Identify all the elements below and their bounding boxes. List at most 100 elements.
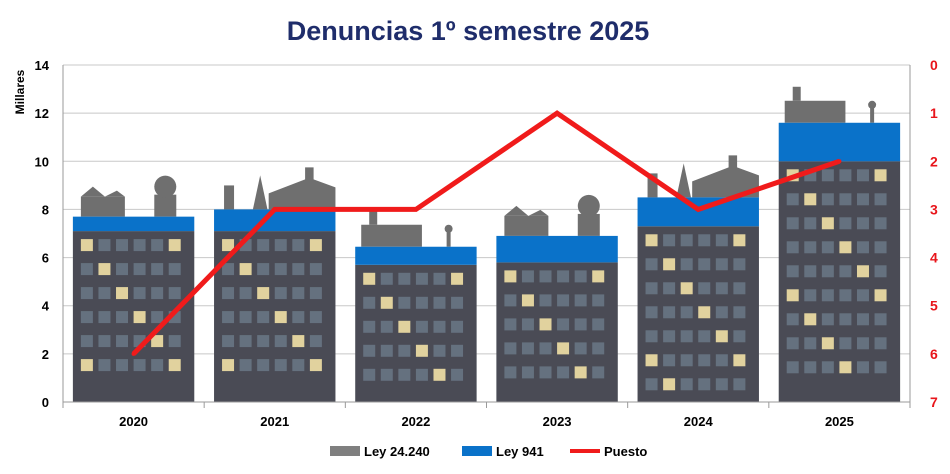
x-tick-label: 2023 xyxy=(543,414,572,429)
window xyxy=(451,320,464,333)
window xyxy=(663,330,676,343)
y-axis-label: Millares xyxy=(13,69,27,114)
window xyxy=(839,265,852,278)
vent-cap xyxy=(868,100,877,109)
bar-group-2024 xyxy=(637,155,759,402)
window xyxy=(151,263,164,276)
factory-block xyxy=(504,215,549,236)
bar-ley-24240 xyxy=(496,262,618,402)
window xyxy=(645,354,658,367)
window xyxy=(239,335,252,348)
window xyxy=(539,318,552,331)
window xyxy=(309,263,322,276)
window xyxy=(292,335,305,348)
window xyxy=(821,313,834,326)
bar-ley-24240 xyxy=(355,264,477,402)
window xyxy=(557,294,570,307)
window xyxy=(874,313,887,326)
legend-item: Ley 24.240 xyxy=(330,444,430,459)
window xyxy=(680,282,693,295)
window xyxy=(856,169,869,182)
window xyxy=(309,311,322,324)
bar-ley-941 xyxy=(496,235,618,263)
window xyxy=(680,354,693,367)
window xyxy=(222,287,235,300)
window xyxy=(415,344,428,357)
window xyxy=(663,378,676,391)
legend-label: Puesto xyxy=(604,444,647,459)
window xyxy=(804,313,817,326)
window xyxy=(398,344,411,357)
window xyxy=(645,234,658,247)
chimney xyxy=(224,185,235,210)
window xyxy=(645,378,658,391)
window xyxy=(680,330,693,343)
vent-cap xyxy=(444,224,453,233)
window xyxy=(133,263,146,276)
window xyxy=(663,258,676,271)
y-tick-label: 2 xyxy=(42,347,49,362)
window xyxy=(592,294,605,307)
window xyxy=(98,311,111,324)
window xyxy=(222,239,235,252)
vent-pole xyxy=(446,230,451,247)
puesto-point xyxy=(131,351,136,356)
window xyxy=(839,169,852,182)
window xyxy=(504,342,517,355)
window xyxy=(874,217,887,230)
window xyxy=(451,296,464,309)
window xyxy=(274,239,287,252)
puesto-point xyxy=(837,159,842,164)
window xyxy=(504,318,517,331)
window xyxy=(451,368,464,381)
window xyxy=(98,263,111,276)
window xyxy=(521,366,534,379)
y2-tick-label: 7 xyxy=(930,394,938,410)
y-tick-label: 14 xyxy=(35,58,50,73)
window-grid xyxy=(80,239,181,372)
window-grid xyxy=(504,270,605,379)
y2-tick-label: 6 xyxy=(930,346,938,362)
window xyxy=(433,272,446,285)
window xyxy=(380,272,393,285)
window xyxy=(821,337,834,350)
window xyxy=(804,337,817,350)
legend-item: Puesto xyxy=(570,444,647,459)
window xyxy=(380,320,393,333)
window xyxy=(663,234,676,247)
factory-block xyxy=(80,196,125,217)
window xyxy=(168,263,181,276)
window xyxy=(133,287,146,300)
window xyxy=(451,272,464,285)
window xyxy=(98,287,111,300)
window xyxy=(839,337,852,350)
window xyxy=(821,169,834,182)
window xyxy=(663,354,676,367)
window xyxy=(292,263,305,276)
window xyxy=(698,282,711,295)
window xyxy=(592,366,605,379)
window xyxy=(257,335,270,348)
window xyxy=(116,263,129,276)
window xyxy=(168,239,181,252)
y2-tick-label: 0 xyxy=(930,57,938,73)
window xyxy=(433,368,446,381)
legend-label: Ley 24.240 xyxy=(364,444,430,459)
legend-swatch xyxy=(330,446,360,456)
window xyxy=(98,359,111,372)
chimney xyxy=(792,86,801,101)
window xyxy=(821,265,834,278)
window xyxy=(168,287,181,300)
x-tick-label: 2025 xyxy=(825,414,854,429)
chimney xyxy=(647,173,658,198)
y2-tick-label: 1 xyxy=(930,105,938,121)
window xyxy=(698,258,711,271)
x-tick-label: 2022 xyxy=(401,414,430,429)
window xyxy=(680,258,693,271)
window xyxy=(698,306,711,319)
window xyxy=(786,337,799,350)
window xyxy=(592,342,605,355)
window xyxy=(309,359,322,372)
window xyxy=(151,311,164,324)
window xyxy=(257,359,270,372)
